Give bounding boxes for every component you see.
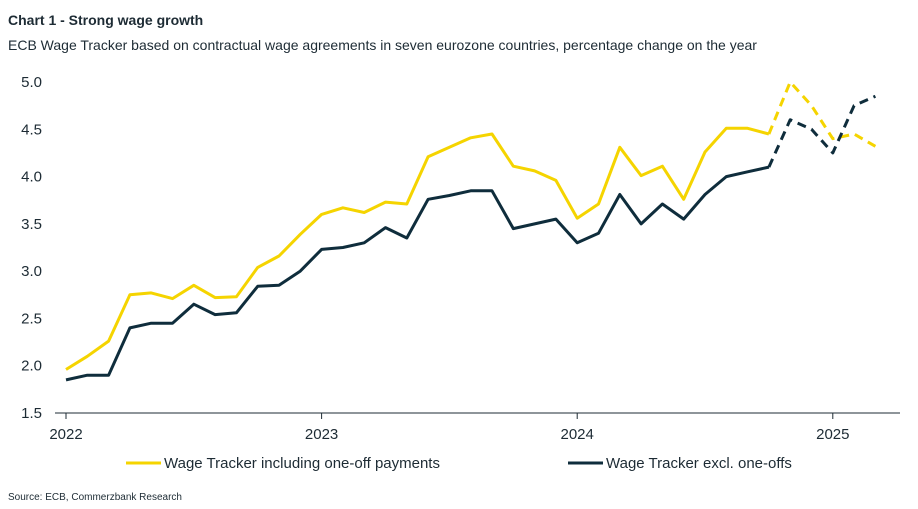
legend-label-excl-one-offs: Wage Tracker excl. one-offs [606, 455, 792, 472]
y-tick-label: 1.5 [21, 405, 42, 422]
y-tick-label: 4.5 [21, 121, 42, 138]
chart-title: Chart 1 - Strong wage growth [8, 12, 204, 28]
legend-label-including-one-offs: Wage Tracker including one-off payments [164, 455, 440, 472]
x-tick-label: 2024 [561, 426, 594, 443]
x-tick-label: 2025 [816, 426, 849, 443]
series-lines [65, 80, 877, 382]
y-tick-label: 2.0 [21, 358, 42, 375]
y-tick-label: 2.5 [21, 310, 42, 327]
x-tick-label: 2022 [49, 426, 82, 443]
line-chart: 1.52.02.53.03.54.04.55.0 2022 2023 2024 202… [21, 74, 900, 472]
y-tick-label: 3.0 [21, 263, 42, 280]
series-forecast-line-including-one-offs [767, 80, 877, 148]
chart-subtitle: ECB Wage Tracker based on contractual wa… [8, 37, 757, 53]
x-axis: 2022 2023 2024 2025 [49, 413, 849, 443]
y-tick-label: 4.0 [21, 169, 42, 186]
series-forecast-line-excl-one-offs [767, 94, 877, 168]
y-tick-label: 3.5 [21, 216, 42, 233]
series-line-including-one-offs [65, 126, 770, 371]
x-tick-label: 2023 [305, 426, 338, 443]
series-line-excl-one-offs [65, 165, 770, 382]
y-tick-label: 5.0 [21, 74, 42, 91]
y-axis: 1.5 2.0 2.5 3.0 3.5 4.0 4.5 5.0 [21, 74, 42, 422]
legend: Wage Tracker including one-off payments … [126, 455, 792, 472]
source-note: Source: ECB, Commerzbank Research [8, 492, 182, 503]
